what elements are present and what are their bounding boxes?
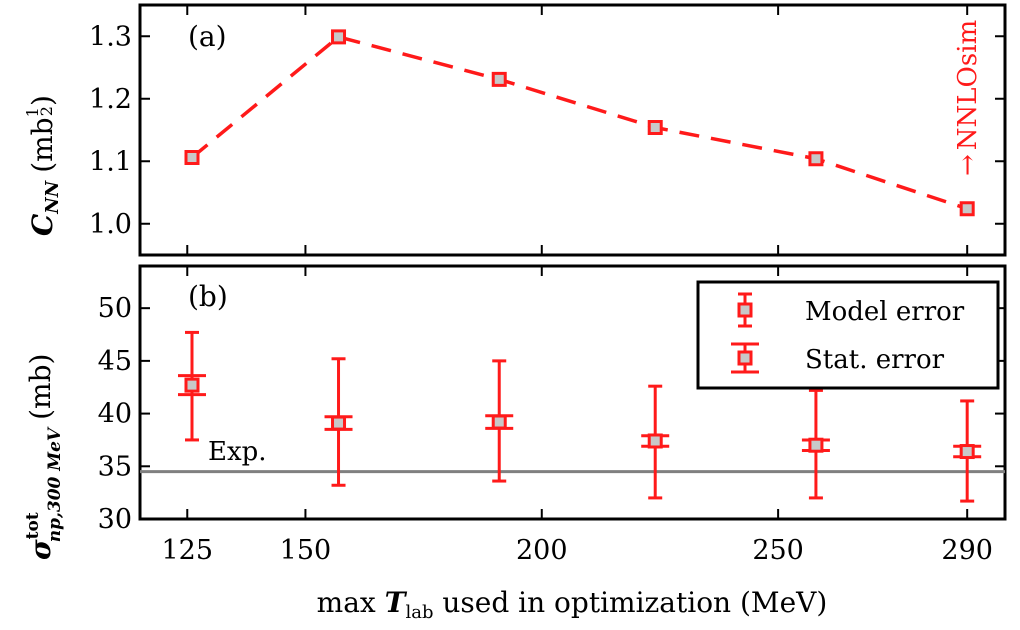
legend-box [696,280,1000,390]
legend-model-error-label: Model error [805,297,965,327]
nnlosim-arrow: → [953,154,983,176]
legend-stat-error-label: Stat. error [805,345,945,375]
x-title-prefix: max [317,586,385,619]
x-title-var: T [385,586,408,619]
panel-a-y-unit-den: 2 [37,106,56,116]
panel-a-y-unit-num: 1 [23,107,42,117]
legend-stat-error-marker [731,342,759,374]
x-axis-title: max Tlab used in optimization (MeV) [317,586,828,623]
panel-a-y-tick-label: 1.2 [89,84,132,115]
panel-a-series-line [190,34,968,211]
x-tick-labels: 125 150 200 250 290 [161,535,992,566]
panel-a-y-title: CNN (mb12) [23,95,63,236]
panel-a-x-ticks [186,5,969,255]
x-tick-label: 125 [161,535,213,566]
panel-a: 1.0 1.1 1.2 1.3 (a) → NNLOsim CNN (mb12) [23,3,1007,257]
legend-model-error-marker [737,292,753,328]
x-title-sub: lab [405,602,433,623]
panel-a-y-var: C [26,213,59,236]
panel-a-y-tick-label: 1.0 [89,209,132,240]
panel-a-point [491,71,507,87]
panel-b-point [331,415,347,431]
panel-b-y-title: σtot np,300 MeV (mb) [23,354,65,560]
panel-b-x-ticks [186,266,969,519]
panel-a-y-tick-label: 1.3 [89,21,132,52]
panel-a-frame [138,3,1007,257]
panel-b-frame [138,264,1007,521]
panel-a-points [184,29,975,217]
nnlosim-annotation: → NNLOsim [953,20,983,176]
panel-b-point [184,377,200,393]
panel-a-point [331,29,347,45]
panel-b-y-var: σ [24,539,57,560]
panel-a-point [808,151,824,167]
panel-b-y-sub: np,300 MeV [45,426,65,542]
experiment-label: Exp. [208,437,267,467]
nnlosim-text: NNLOsim [953,20,983,150]
panel-b-tag: (b) [188,280,228,313]
panel-b-y-tick-label: 30 [98,504,132,535]
panel-b-y-tick-label: 35 [98,451,132,482]
panel-a-y-unit-prefix: (mb [26,117,59,172]
panel-b-point [959,444,975,460]
panel-b-y-tick-label: 40 [98,399,132,430]
x-title-suffix: used in optimization (MeV) [433,586,827,619]
panel-b-y-tick-label: 45 [98,346,132,377]
legend: Model error Stat. error [696,280,1000,390]
panel-a-y-tick-label: 1.1 [89,146,132,177]
panel-a-tag: (a) [188,20,227,53]
panel-b-point [491,414,507,430]
panel-b-y-unit: (mb) [24,354,57,420]
panel-b-y-ticks: 30 35 40 45 50 [98,293,1005,535]
panel-a-point [184,150,200,165]
panel-a-point [959,201,975,217]
panel-a-y-sub: NN [42,179,63,214]
x-tick-label: 250 [752,535,804,566]
x-tick-label: 200 [516,535,568,566]
panel-b-point [808,437,824,453]
panel-b-y-tick-label: 50 [98,293,132,324]
x-tick-label: 150 [280,535,332,566]
panel-a-y-unit-suffix: ) [26,95,59,106]
nnlosim-label: → NNLOsim [953,20,983,176]
panel-b: 30 35 40 45 50 Exp. (b) Model error Stat. er… [23,264,1007,560]
panel-b-point [647,433,663,449]
panel-a-point [647,120,663,135]
x-tick-label: 290 [941,535,993,566]
panel-b-y-sup: tot [23,512,43,539]
panel-b-error-bars [177,330,982,503]
panel-a-y-ticks: 1.0 1.1 1.2 1.3 [89,21,1005,240]
